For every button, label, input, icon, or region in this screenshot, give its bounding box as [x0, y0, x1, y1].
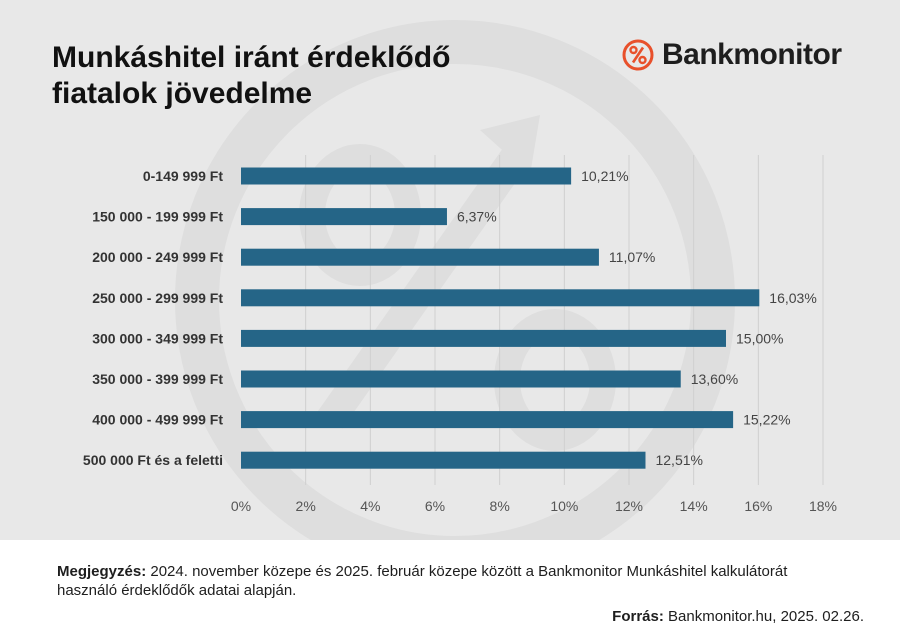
x-tick-label: 2% [296, 498, 316, 514]
title-line-1: Munkáshitel iránt érdeklődő [52, 41, 451, 74]
source-label: Forrás: [612, 608, 664, 625]
source: Forrás: Bankmonitor.hu, 2025. 02.26. [612, 608, 864, 625]
bar [241, 411, 734, 429]
bar [241, 167, 572, 185]
value-label: 15,22% [743, 412, 790, 428]
x-tick-label: 0% [231, 498, 251, 514]
x-tick-label: 12% [615, 498, 643, 514]
x-tick-label: 4% [360, 498, 380, 514]
note-label: Megjegyzés: [57, 563, 147, 580]
value-label: 16,03% [769, 290, 816, 306]
percent-circle-icon [622, 39, 654, 71]
x-tick-label: 16% [744, 498, 772, 514]
x-tick-label: 6% [425, 498, 445, 514]
bar [241, 208, 447, 226]
bar [241, 248, 599, 266]
bankmonitor-logo: Bankmonitor [622, 37, 842, 73]
bar [241, 329, 726, 347]
source-text: Bankmonitor.hu, 2025. 02.26. [663, 608, 864, 625]
title-line-2: fiatalok jövedelme [52, 77, 313, 110]
chart-title: Munkáshitel iránt érdeklődő fiatalok jöv… [52, 40, 572, 112]
value-label: 13,60% [691, 371, 738, 387]
value-label: 10,21% [581, 168, 628, 184]
note: Megjegyzés: 2024. november közepe és 202… [57, 562, 817, 600]
category-label: 0-149 999 Ft [143, 168, 223, 184]
category-label: 200 000 - 249 999 Ft [92, 249, 223, 265]
chart-panel: Munkáshitel iránt érdeklődő fiatalok jöv… [0, 0, 900, 540]
category-label: 400 000 - 499 999 Ft [92, 412, 223, 428]
x-tick-label: 10% [550, 498, 578, 514]
logo-text: Bankmonitor [662, 38, 842, 71]
footer: Megjegyzés: 2024. november közepe és 202… [0, 540, 900, 643]
x-tick-label: 14% [680, 498, 708, 514]
value-label: 11,07% [609, 249, 655, 265]
category-label: 500 000 Ft és a feletti [83, 452, 223, 468]
x-tick-label: 8% [490, 498, 510, 514]
bar [241, 370, 681, 388]
value-label: 15,00% [736, 330, 783, 346]
value-label: 12,51% [655, 452, 702, 468]
category-label: 350 000 - 399 999 Ft [92, 371, 223, 387]
bar [241, 451, 646, 469]
bar-chart: 0% 2% 4% 6% 8% 10% 12% 14% 16% 18% 0-149 999 Ft 10,… [83, 155, 837, 514]
category-label: 250 000 - 299 999 Ft [92, 290, 223, 306]
bar [241, 289, 760, 307]
note-text: 2024. november közepe és 2025. február k… [57, 563, 788, 599]
value-label: 6,37% [457, 209, 497, 225]
category-label: 300 000 - 349 999 Ft [92, 330, 223, 346]
category-label: 150 000 - 199 999 Ft [92, 209, 223, 225]
x-tick-label: 18% [809, 498, 837, 514]
